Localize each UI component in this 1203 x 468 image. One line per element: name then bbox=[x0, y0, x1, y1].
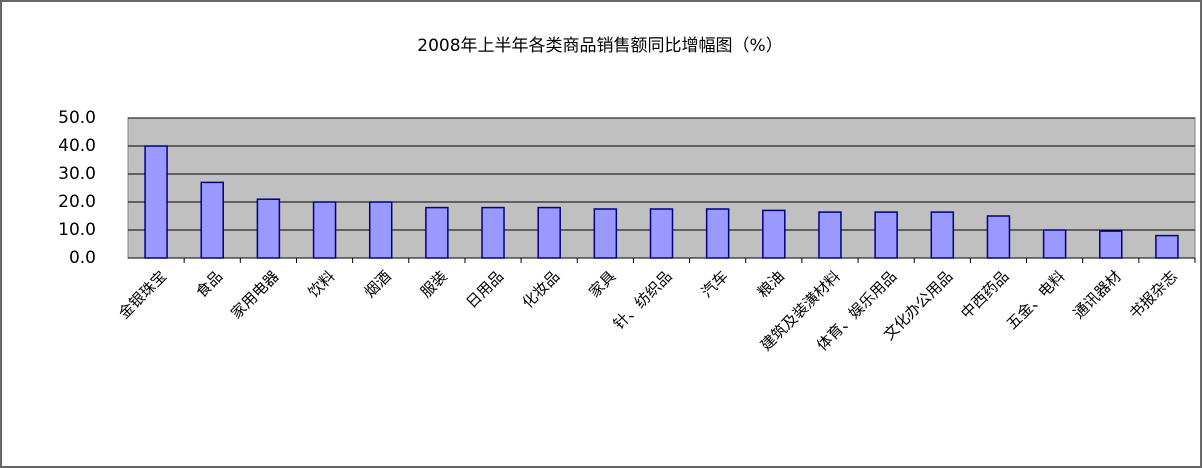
bar bbox=[425, 206, 449, 259]
bar bbox=[1099, 230, 1123, 259]
chart-title: 2008年上半年各类商品销售额同比增幅图（%） bbox=[417, 36, 782, 56]
y-tick-label: 50.0 bbox=[58, 108, 96, 128]
bar bbox=[762, 209, 786, 259]
y-tick-label: 40.0 bbox=[58, 136, 96, 156]
bar bbox=[144, 145, 168, 259]
bar bbox=[1042, 229, 1067, 259]
bar bbox=[368, 201, 393, 259]
bar bbox=[649, 208, 674, 259]
bar bbox=[481, 206, 505, 259]
bar bbox=[1155, 234, 1179, 259]
bar bbox=[986, 215, 1011, 259]
y-tick-label: 20.0 bbox=[58, 192, 96, 212]
bar bbox=[312, 201, 337, 259]
bar bbox=[705, 208, 730, 259]
bar bbox=[256, 198, 281, 259]
bar bbox=[537, 206, 561, 259]
bar bbox=[930, 211, 955, 259]
bar bbox=[874, 211, 898, 259]
y-tick-label: 0.0 bbox=[69, 248, 96, 268]
bar bbox=[818, 211, 842, 259]
bar bbox=[200, 181, 224, 259]
y-tick-label: 30.0 bbox=[58, 164, 96, 184]
bar bbox=[593, 208, 618, 259]
y-tick-label: 10.0 bbox=[58, 220, 96, 240]
